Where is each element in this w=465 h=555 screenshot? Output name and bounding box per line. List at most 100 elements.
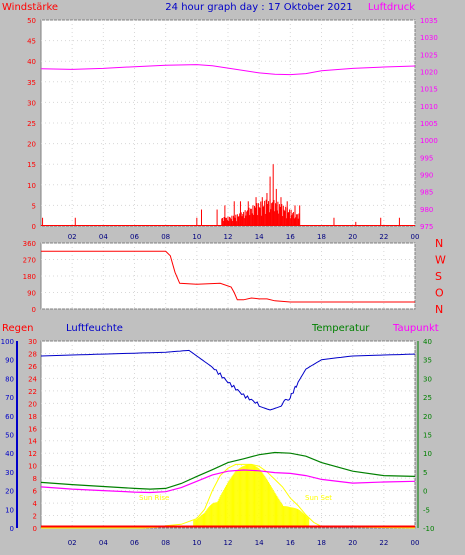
temperature-axis-title: Temperatur bbox=[311, 323, 370, 334]
wind-x-tick-label: 20 bbox=[348, 233, 357, 241]
wind-y-tick-label: 0 bbox=[32, 223, 36, 231]
pressure-axis-title: Luftdruck bbox=[368, 2, 415, 13]
direction-y-tick-label: 180 bbox=[23, 273, 36, 281]
compass-label: W bbox=[435, 254, 446, 267]
temperature-y-tick-label: 30 bbox=[423, 375, 432, 383]
wind-x-tick-label: 10 bbox=[192, 233, 201, 241]
compass-label: S bbox=[435, 270, 442, 283]
direction-line bbox=[41, 250, 415, 303]
rain-y-tick-label: 40 bbox=[5, 450, 14, 458]
climate-x-tick-label: 06 bbox=[130, 539, 139, 547]
climate-x-tick-label: 18 bbox=[317, 539, 326, 547]
wind-x-tick-label: 18 bbox=[317, 233, 326, 241]
rain-axis-title: Regen bbox=[2, 323, 34, 334]
rain-y-tick-label: 20 bbox=[5, 488, 14, 496]
temperature-y-tick-label: 15 bbox=[423, 432, 432, 440]
humidity-y-tick-label: 4 bbox=[33, 500, 38, 508]
wind-y-tick-label: 15 bbox=[27, 161, 36, 169]
rain-y-tick-label: 80 bbox=[5, 375, 14, 383]
humidity-y-tick-label: 14 bbox=[28, 438, 37, 446]
climate-x-tick-label: 12 bbox=[224, 539, 233, 547]
wind-x-tick-label: 00 bbox=[411, 233, 420, 241]
rain-y-tick-label: 30 bbox=[5, 469, 14, 477]
temperature-y-tick-label: 40 bbox=[423, 338, 432, 346]
wind-x-tick-label: 22 bbox=[379, 233, 388, 241]
pressure-y-tick-label: 1025 bbox=[420, 51, 438, 59]
wind-marks bbox=[40, 64, 416, 226]
humidity-y-tick-label: 22 bbox=[28, 388, 37, 396]
temperature-y-tick-label: 35 bbox=[423, 357, 432, 365]
humidity-y-tick-label: 24 bbox=[28, 375, 37, 383]
temperature-y-tick-label: 25 bbox=[423, 394, 432, 402]
wind-y-tick-label: 45 bbox=[27, 38, 36, 46]
rain-y-tick-label: 100 bbox=[1, 338, 14, 346]
humidity-y-tick-label: 26 bbox=[28, 363, 37, 371]
temperature-y-tick-label: 5 bbox=[423, 469, 427, 477]
temperature-y-tick-label: -5 bbox=[423, 506, 430, 514]
pressure-y-tick-label: 1010 bbox=[420, 103, 438, 111]
humidity-y-tick-label: 2 bbox=[33, 513, 37, 521]
wind-x-tick-label: 12 bbox=[224, 233, 233, 241]
pressure-y-tick-label: 990 bbox=[420, 172, 433, 180]
climate-x-tick-label: 10 bbox=[192, 539, 201, 547]
climate-panel: 02 04 06 08 10 12 14 16 18 20 22 000102030405060708… bbox=[1, 338, 435, 547]
humidity-y-tick-label: 28 bbox=[28, 350, 37, 358]
humidity-y-tick-label: 0 bbox=[33, 525, 37, 533]
wind-axes: 02 04 06 08 10 12 14 16 18 20 22 000510152025303540… bbox=[27, 17, 438, 241]
sun-set-label: Sun Set bbox=[305, 494, 332, 502]
humidity-y-tick-label: 6 bbox=[33, 488, 38, 496]
wind-x-tick-label: 06 bbox=[130, 233, 139, 241]
wind-y-tick-label: 40 bbox=[27, 58, 36, 66]
direction-y-tick-label: 90 bbox=[27, 290, 36, 298]
climate-x-tick-label: 20 bbox=[348, 539, 357, 547]
climate-x-tick-label: 14 bbox=[255, 539, 264, 547]
climate-marks bbox=[40, 349, 416, 529]
compass-label: N bbox=[435, 303, 443, 316]
pressure-y-tick-label: 1020 bbox=[420, 69, 438, 77]
rain-y-tick-label: 60 bbox=[5, 413, 14, 421]
pressure-y-tick-label: 1005 bbox=[420, 120, 438, 128]
pressure-y-tick-label: 1015 bbox=[420, 86, 438, 94]
wind-pressure-panel: 02 04 06 08 10 12 14 16 18 20 22 000510152025303540… bbox=[27, 17, 438, 241]
climate-x-tick-label: 08 bbox=[161, 539, 170, 547]
pressure-y-tick-label: 995 bbox=[420, 154, 433, 162]
wind-y-tick-label: 35 bbox=[27, 79, 36, 87]
sun-rise-label: Sun Rise bbox=[139, 494, 169, 502]
temperature-line bbox=[40, 451, 416, 490]
compass-label: O bbox=[435, 287, 444, 300]
climate-x-tick-label: 22 bbox=[379, 539, 388, 547]
wind-y-tick-label: 5 bbox=[32, 202, 36, 210]
climate-x-tick-label: 00 bbox=[411, 539, 420, 547]
humidity-y-tick-label: 20 bbox=[28, 400, 37, 408]
solar-line bbox=[41, 463, 416, 529]
humidity-y-tick-label: 30 bbox=[28, 338, 37, 346]
pressure-y-tick-label: 1035 bbox=[420, 17, 438, 25]
temperature-y-tick-label: -10 bbox=[423, 525, 434, 533]
rain-y-tick-label: 10 bbox=[5, 506, 14, 514]
compass-label: N bbox=[435, 237, 443, 250]
rain-y-tick-label: 70 bbox=[5, 394, 14, 402]
direction-y-tick-label: 0 bbox=[32, 306, 36, 314]
humidity-y-tick-label: 16 bbox=[28, 425, 37, 433]
dewpoint-line bbox=[40, 469, 416, 494]
humidity-y-tick-label: 12 bbox=[28, 450, 37, 458]
direction-y-tick-label: 270 bbox=[23, 257, 36, 265]
pressure-y-tick-label: 1030 bbox=[420, 34, 438, 42]
humidity-y-tick-label: 10 bbox=[28, 463, 37, 471]
wind-x-tick-label: 14 bbox=[255, 233, 264, 241]
climate-x-tick-label: 02 bbox=[68, 539, 77, 547]
wind-y-tick-label: 50 bbox=[27, 17, 36, 25]
climate-x-tick-label: 04 bbox=[99, 539, 108, 547]
chart-title: 24 hour graph day : 17 Oktober 2021 bbox=[165, 2, 352, 13]
rain-y-tick-label: 0 bbox=[10, 525, 14, 533]
wind-plot-area bbox=[40, 19, 416, 227]
direction-marks bbox=[41, 250, 415, 303]
wind-x-tick-label: 08 bbox=[161, 233, 170, 241]
dewpoint-axis-title: Taupunkt bbox=[392, 323, 439, 334]
wind-y-tick-label: 20 bbox=[27, 141, 36, 149]
temperature-y-tick-label: 0 bbox=[423, 488, 427, 496]
temperature-y-tick-label: 20 bbox=[423, 413, 432, 421]
rain-y-tick-label: 50 bbox=[5, 432, 14, 440]
